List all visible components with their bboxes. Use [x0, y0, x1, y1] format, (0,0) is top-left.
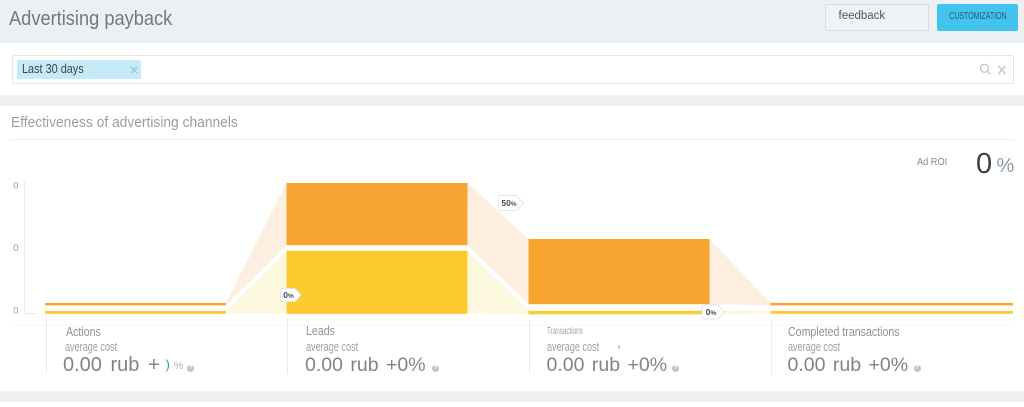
svg-text:50%: 50%: [501, 198, 516, 208]
svg-text:0%: 0%: [283, 290, 294, 300]
svg-text:0: 0: [13, 243, 18, 254]
svg-text:0: 0: [13, 181, 18, 192]
svg-text:0: 0: [13, 306, 18, 317]
svg-text:0%: 0%: [706, 307, 717, 317]
